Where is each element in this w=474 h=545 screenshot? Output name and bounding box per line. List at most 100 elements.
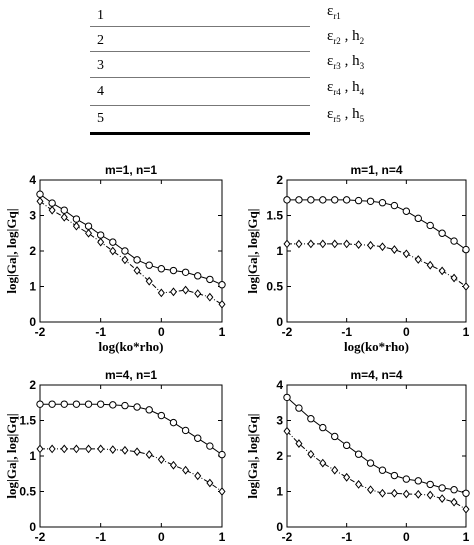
data-point-circle (181, 268, 190, 276)
x-axis-label: log(ko*rho) (344, 339, 409, 354)
data-point-circle (342, 441, 351, 450)
data-point-diamond (355, 240, 363, 250)
data-point-circle (390, 471, 399, 480)
data-point-diamond (133, 447, 141, 457)
data-point-circle (354, 450, 363, 458)
data-point-circle (72, 400, 81, 408)
data-point-diamond (450, 497, 458, 507)
series-line-gq (287, 243, 467, 287)
data-point-diamond (378, 242, 386, 252)
x-tick-label: -1 (341, 530, 352, 544)
data-point-diamond (378, 488, 386, 498)
y-tick-label: 2 (29, 378, 36, 392)
data-point-diamond (85, 228, 93, 238)
x-tick-label: 1 (219, 325, 226, 339)
data-point-diamond (307, 239, 315, 249)
data-point-diamond (36, 196, 44, 206)
y-tick-label: 2 (276, 449, 283, 463)
data-point-circle (96, 400, 105, 408)
y-tick-label: 3 (29, 209, 36, 223)
data-point-circle (218, 450, 226, 459)
data-point-circle (84, 400, 93, 408)
x-tick-label: -2 (35, 325, 46, 339)
x-tick-label: 0 (158, 325, 165, 339)
data-point-diamond (109, 445, 117, 455)
x-tick-label: -2 (282, 530, 293, 544)
layer-interface (90, 26, 310, 27)
data-point-diamond (206, 478, 214, 488)
data-point-circle (438, 229, 446, 237)
data-point-circle (133, 256, 141, 264)
y-axis-label: log|Ga|, log|Gq| (245, 208, 260, 293)
data-point-circle (378, 466, 387, 474)
data-point-diamond (367, 240, 375, 250)
y-tick-label: 1.5 (19, 414, 36, 428)
x-tick-label: -1 (95, 325, 106, 339)
data-point-circle (307, 415, 315, 423)
data-point-circle (109, 401, 117, 409)
layer-parameters: εr2 , h2 (327, 28, 365, 46)
layer-number: 5 (97, 111, 104, 126)
data-point-circle (145, 261, 153, 269)
data-point-circle (169, 418, 178, 427)
data-point-diamond (194, 471, 202, 481)
data-point-circle (402, 475, 411, 483)
data-point-circle (145, 406, 153, 414)
data-point-diamond (426, 490, 434, 500)
x-tick-label: 1 (463, 325, 470, 339)
data-point-circle (84, 222, 93, 230)
x-tick-label: 1 (219, 530, 226, 544)
data-point-circle (307, 196, 315, 204)
data-point-diamond (355, 479, 363, 489)
series-line-ga (39, 193, 223, 286)
x-tick-label: -2 (282, 325, 293, 339)
data-point-diamond (72, 444, 80, 454)
data-point-circle (121, 247, 129, 255)
data-point-diamond (390, 245, 398, 254)
data-point-circle (121, 401, 129, 410)
layer-interface (90, 105, 310, 106)
data-point-circle (319, 423, 327, 432)
layer-number: 4 (97, 84, 104, 99)
data-point-circle (194, 434, 202, 442)
data-point-circle (36, 190, 44, 198)
data-point-circle (283, 393, 291, 402)
data-point-diamond (206, 292, 214, 302)
ground-plane (90, 132, 310, 135)
layer-number: 2 (97, 33, 104, 48)
data-point-circle (60, 206, 68, 214)
y-tick-label: 0.5 (19, 485, 36, 499)
y-tick-label: 0 (29, 520, 36, 534)
data-point-diamond (426, 260, 434, 270)
data-point-circle (218, 281, 226, 289)
y-tick-label: 1 (276, 244, 283, 258)
data-point-diamond (218, 487, 226, 496)
data-point-diamond (182, 285, 190, 295)
data-point-circle (169, 266, 178, 275)
x-tick-label: 0 (403, 325, 410, 339)
data-point-diamond (402, 489, 410, 499)
data-point-diamond (462, 282, 470, 291)
data-point-diamond (145, 450, 153, 459)
data-point-diamond (169, 287, 177, 297)
layer-parameters: εr3 , h3 (327, 53, 365, 71)
data-point-circle (181, 426, 190, 435)
data-point-circle (48, 199, 56, 207)
data-point-diamond (60, 444, 68, 454)
data-point-diamond (343, 239, 351, 249)
layer-number: 1 (97, 8, 104, 23)
plot-panel: m=1, n=1 -2 -1 0 1 0 1 2 3 4 log(ko*rho) log|Ga|, l… (4, 163, 226, 354)
y-tick-label: 4 (276, 378, 283, 392)
data-point-circle (194, 272, 202, 280)
data-point-circle (48, 400, 56, 408)
x-tick-label: -2 (35, 530, 46, 544)
data-point-diamond (48, 205, 56, 215)
data-point-diamond (109, 246, 117, 256)
layer-interface (90, 77, 310, 78)
data-point-circle (133, 403, 141, 411)
data-point-diamond (283, 426, 291, 436)
data-point-diamond (319, 239, 327, 249)
y-tick-label: 2 (276, 173, 283, 187)
